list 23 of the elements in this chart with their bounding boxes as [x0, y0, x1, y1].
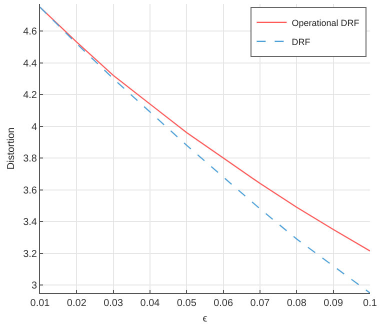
x-tick-label: 0.09	[324, 298, 344, 309]
y-tick-label: 3.2	[23, 248, 38, 260]
y-tick-label: 3	[31, 280, 38, 292]
x-axis-title: ϵ	[202, 314, 208, 324]
y-tick-label: 3.6	[23, 185, 38, 196]
y-axis-title: Distortion	[6, 127, 18, 170]
legend-label: DRF	[292, 36, 311, 47]
y-tick-label: 4	[31, 122, 38, 133]
y-tick-label: 3.8	[23, 154, 38, 165]
y-tick-label: 4.4	[23, 58, 38, 70]
x-tick-label: 0.08	[286, 298, 307, 309]
x-tick-label: 0.06	[214, 298, 234, 309]
x-tick-label: 0.04	[140, 298, 160, 309]
x-tick-label: 0.03	[104, 298, 124, 309]
x-tick-label: 0.1	[363, 298, 378, 309]
legend-label: Operational DRF	[292, 18, 360, 28]
y-tick-label: 4.2	[23, 90, 38, 102]
x-tick-label: 0.05	[176, 298, 197, 309]
x-tick-label: 0.07	[250, 298, 270, 309]
x-tick-label: 0.02	[66, 298, 87, 309]
y-tick-label: 4.6	[23, 26, 38, 38]
x-tick-label: 0.01	[30, 298, 50, 309]
y-tick-label: 3.4	[23, 217, 38, 228]
